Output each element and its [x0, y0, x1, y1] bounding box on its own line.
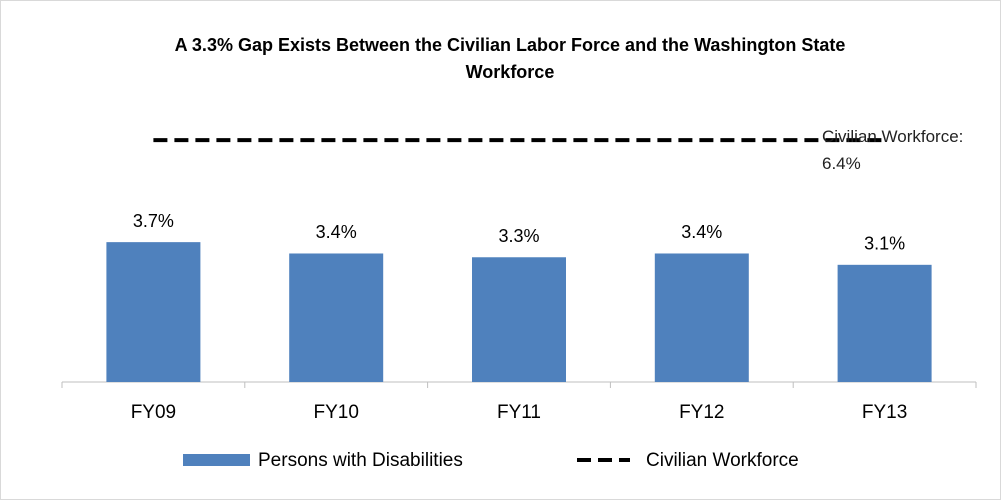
- bar: [472, 257, 566, 382]
- legend-swatch: [183, 454, 250, 466]
- data-label: 3.4%: [316, 222, 357, 242]
- x-tick-label: FY10: [313, 402, 358, 423]
- bar: [654, 253, 749, 382]
- bar: [289, 253, 384, 382]
- data-label: 3.3%: [498, 226, 539, 246]
- chart-title: A 3.3% Gap Exists Between the Civilian L…: [174, 35, 846, 82]
- data-label: 3.1%: [864, 234, 905, 254]
- bar: [106, 242, 201, 382]
- x-tick-label: FY09: [131, 402, 176, 423]
- annotation: Civilian Workforce: 6.4%: [822, 127, 964, 173]
- x-tick-label: FY13: [862, 402, 907, 423]
- x-tick-label: FY12: [679, 402, 724, 423]
- data-label: 3.4%: [681, 222, 722, 242]
- bar: [837, 264, 932, 382]
- data-label: 3.7%: [133, 211, 174, 231]
- legend-label: Persons with Disabilities: [258, 450, 463, 471]
- legend-label: Civilian Workforce: [646, 450, 799, 471]
- x-tick-label: FY11: [497, 402, 541, 423]
